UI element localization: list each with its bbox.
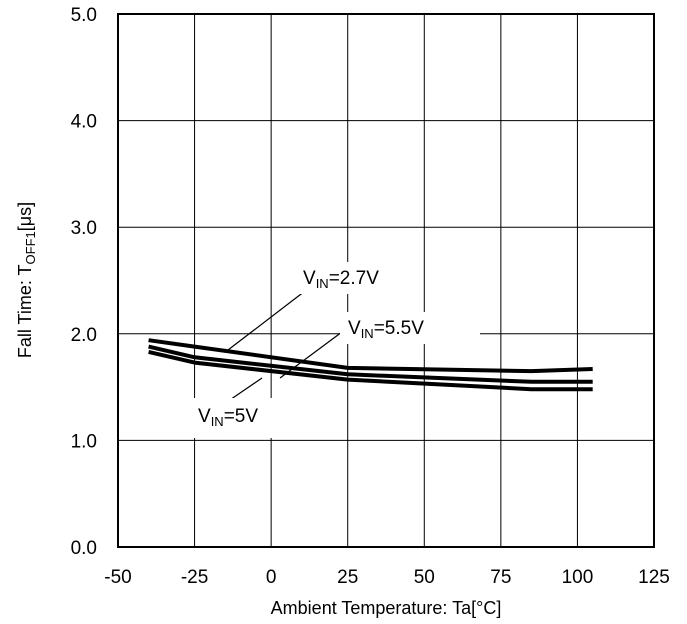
y-tick-labels: 0.0 1.0 2.0 3.0 4.0 5.0 xyxy=(71,5,97,559)
x-tick-label: 125 xyxy=(638,567,670,588)
y-tick-label: 1.0 xyxy=(71,431,97,452)
y-axis-title-prefix: Fall Time: T xyxy=(15,264,35,358)
x-axis-title: Ambient Temperature: Ta[°C] xyxy=(271,598,502,618)
annotation-rest: =5V xyxy=(224,406,259,427)
y-axis-title: Fall Time: TOFF1[μs] xyxy=(15,202,38,358)
annotation-background xyxy=(296,262,416,294)
y-axis-title-suffix: [μs] xyxy=(15,202,35,231)
curve-vin-2-7v xyxy=(148,338,593,374)
annotation-rest: =2.7V xyxy=(329,268,380,289)
annotation-v: V xyxy=(303,268,316,289)
annotation-vin-2-7v: VIN=2.7V xyxy=(303,268,379,291)
annotation-subscript: IN xyxy=(316,276,329,291)
x-tick-labels: -50 -25 0 25 50 75 100 125 xyxy=(104,567,670,588)
y-tick-label: 5.0 xyxy=(71,5,97,26)
y-tick-label: 0.0 xyxy=(71,538,97,559)
annotation-background xyxy=(340,312,480,344)
annotation-subscript: IN xyxy=(211,414,224,429)
annotation-vin-5v: VIN=5V xyxy=(198,406,258,429)
plot-frame xyxy=(117,13,655,548)
x-tick-label: 50 xyxy=(414,567,435,588)
annotation-leader xyxy=(279,328,347,379)
x-tick-label: 100 xyxy=(562,567,594,588)
x-tick-label: -50 xyxy=(104,567,131,588)
curve-vin-5-5v xyxy=(148,344,593,384)
annotation-rest: =5.5V xyxy=(374,318,425,339)
annotation-v: V xyxy=(198,406,211,427)
annotation-subscript: IN xyxy=(361,326,374,341)
annotation-vin-5-5v: VIN=5.5V xyxy=(348,318,424,341)
x-tick-label: -25 xyxy=(181,567,208,588)
annotation-background xyxy=(178,398,304,438)
curve-vin-5v xyxy=(148,349,593,392)
x-tick-label: 75 xyxy=(490,567,511,588)
y-axis-title-subscript: OFF1 xyxy=(23,231,38,264)
x-tick-label: 0 xyxy=(266,567,277,588)
annotation-leader xyxy=(227,290,306,351)
y-tick-label: 4.0 xyxy=(71,112,97,133)
y-tick-label: 2.0 xyxy=(71,325,97,346)
annotation-v: V xyxy=(348,318,361,339)
x-tick-label: 25 xyxy=(337,567,358,588)
y-tick-label: 3.0 xyxy=(71,218,97,239)
data-curves xyxy=(148,338,593,392)
